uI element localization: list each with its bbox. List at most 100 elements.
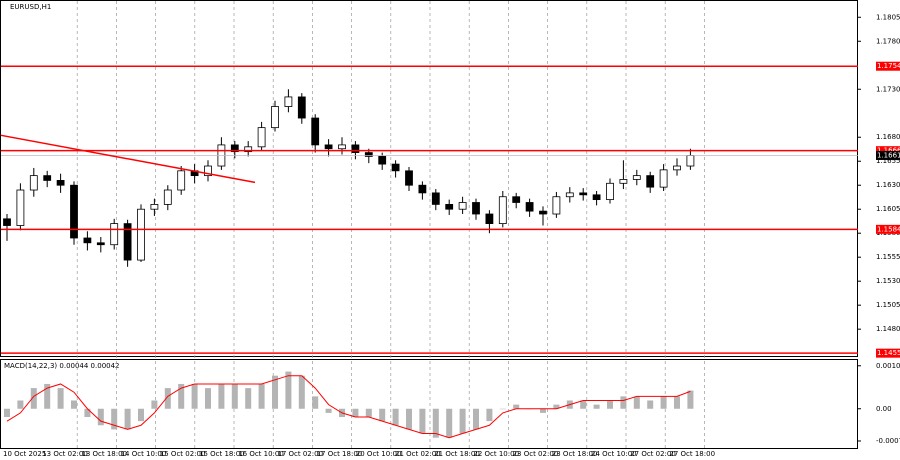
- candle-body: [123, 223, 132, 261]
- candle-body: [284, 96, 293, 107]
- candle-body: [56, 180, 65, 186]
- level-label: 1.1754: [877, 62, 900, 70]
- macd-bar: [312, 396, 319, 409]
- macd-bar: [17, 400, 24, 409]
- macd-bar: [245, 388, 252, 409]
- candle-body: [606, 182, 614, 201]
- macd-bar: [44, 383, 51, 409]
- macd-panel: [0, 359, 858, 449]
- candle-body: [150, 204, 159, 210]
- y-tick-label: 1.1780: [876, 37, 900, 45]
- macd-label: MACD(14,22,3) 0.00044 0.00042: [4, 362, 120, 370]
- candle-body: [177, 170, 186, 191]
- candle-body: [110, 223, 119, 246]
- y-tick-label: 1.1480: [876, 325, 900, 333]
- candle-body: [29, 175, 38, 191]
- x-tick-label: 15 Oct 02:00: [160, 450, 206, 458]
- candle-body: [297, 96, 306, 119]
- macd-bar: [660, 396, 667, 409]
- macd-bar: [499, 408, 506, 410]
- y-tick-label: 0.00: [876, 405, 892, 413]
- level-tag: [876, 224, 900, 234]
- macd-bar: [352, 408, 359, 418]
- price-panel: [0, 0, 858, 357]
- level-tag: [876, 61, 900, 71]
- macd-bar: [540, 408, 546, 413]
- macd-bar: [473, 408, 479, 430]
- candle-body: [565, 192, 574, 198]
- candle-body: [579, 192, 588, 196]
- candle-body: [445, 204, 454, 210]
- x-tick-label: 17 Oct 02:00: [277, 450, 323, 458]
- y-tick-label: 1.1505: [876, 301, 900, 309]
- macd-bar: [406, 408, 412, 430]
- macd-bar: [607, 400, 613, 409]
- macd-bar: [620, 396, 627, 409]
- x-tick-label: 21 Oct 02:00: [395, 450, 441, 458]
- macd-bar: [124, 408, 131, 430]
- x-tick-label: 17 Oct 18:00: [317, 450, 363, 458]
- x-tick-label: 20 Oct 10:00: [356, 450, 402, 458]
- y-tick-label: -0.00078: [876, 437, 900, 445]
- candle-body: [472, 202, 480, 215]
- macd-bar: [111, 408, 118, 430]
- macd-bar: [84, 408, 91, 418]
- macd-bar: [419, 408, 426, 434]
- candle-body: [539, 210, 547, 215]
- macd-bar: [593, 404, 600, 409]
- y-tick-label: 1.1730: [876, 85, 900, 93]
- macd-bar: [138, 408, 144, 422]
- x-tick-label: 27 Oct 18:00: [669, 450, 715, 458]
- macd-bar: [392, 408, 399, 426]
- macd-bar: [4, 408, 10, 418]
- macd-bar: [298, 375, 305, 409]
- macd-bar: [71, 400, 77, 409]
- candle-body: [525, 202, 534, 212]
- x-tick-label: 14 Oct 10:00: [121, 450, 167, 458]
- macd-bar: [57, 388, 64, 409]
- candle-body: [632, 175, 641, 180]
- x-tick-label: 15 Oct 18:00: [199, 450, 245, 458]
- candle-body: [83, 237, 92, 244]
- macd-bar: [258, 383, 265, 409]
- candle-body: [96, 242, 105, 246]
- macd-bar: [459, 408, 466, 434]
- candle-body: [230, 144, 239, 153]
- macd-bar: [272, 375, 278, 409]
- candle-body: [405, 170, 413, 186]
- macd-bar: [486, 408, 493, 422]
- y-tick-label: 1.1555: [876, 253, 900, 261]
- candle-body: [378, 156, 387, 165]
- level-tag: [876, 146, 900, 156]
- candle-body: [431, 192, 440, 205]
- candle-body: [646, 175, 655, 188]
- candle-body: [485, 213, 494, 225]
- candle-body: [619, 179, 628, 184]
- x-tick-label: 13 Oct 02:00: [42, 450, 88, 458]
- candle-body: [163, 189, 172, 205]
- x-tick-label: 24 Oct 10:00: [591, 450, 637, 458]
- macd-bar: [285, 371, 292, 409]
- level-label: 1.1584: [877, 225, 900, 233]
- macd-bar: [647, 400, 654, 409]
- candle-body: [137, 208, 145, 261]
- macd-bar: [325, 408, 332, 413]
- candle-body: [271, 106, 279, 129]
- macd-bar: [151, 400, 158, 409]
- macd-bar: [674, 396, 680, 409]
- x-tick-label: 16 Oct 10:00: [238, 450, 284, 458]
- candle-body: [3, 218, 11, 226]
- candle-body: [204, 165, 212, 177]
- candle-body: [552, 196, 561, 215]
- symbol-label: EURUSD,H1: [10, 3, 51, 11]
- current-price-label: 1.1661: [877, 151, 900, 159]
- x-tick-label: 22 Oct 10:00: [473, 450, 519, 458]
- current-price-tag: [876, 150, 900, 160]
- macd-bar: [513, 404, 520, 409]
- candle-body: [673, 165, 681, 171]
- candle-body: [351, 144, 360, 153]
- macd-bar: [97, 408, 104, 426]
- macd-bar: [446, 408, 453, 438]
